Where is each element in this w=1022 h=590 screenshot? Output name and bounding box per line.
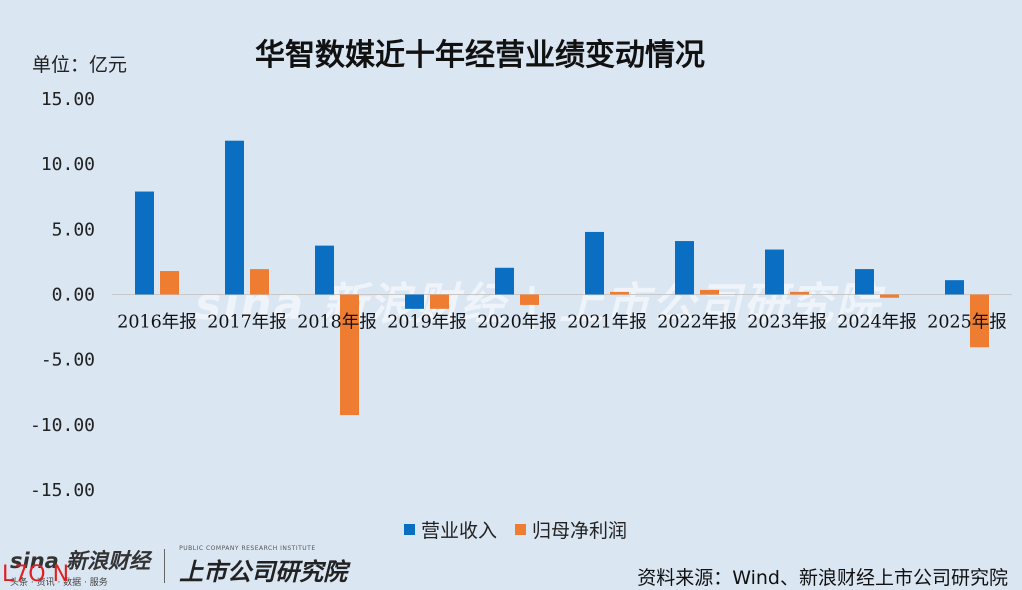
x-tick-label: 2025年报: [927, 313, 1007, 333]
bar-net-profit: [250, 269, 269, 295]
bar-net-profit: [340, 294, 359, 416]
bar-revenue: [225, 140, 244, 295]
legend-swatch-revenue: [404, 524, 415, 535]
brand-logos: sina 新浪财经 头条 · 资讯 · 数据 · 服务 PUBLIC COMPA…: [10, 545, 347, 588]
bar-revenue: [585, 231, 604, 295]
source-note: 资料来源：Wind、新浪财经上市公司研究院: [637, 567, 1008, 589]
bar-net-profit: [430, 294, 449, 309]
bar-revenue: [315, 245, 334, 295]
chart-title: 华智数媒近十年经营业绩变动情况: [255, 38, 705, 73]
bar-net-profit: [700, 289, 719, 295]
sina-logo: sina 新浪财经 头条 · 资讯 · 数据 · 服务: [10, 545, 150, 588]
bar-net-profit: [520, 294, 539, 305]
bar-revenue: [135, 191, 154, 295]
x-tick-label: 2018年报: [297, 313, 377, 333]
y-tick-label: -15.00: [30, 480, 95, 501]
x-tick-label: 2017年报: [207, 313, 287, 333]
bar-net-profit: [790, 291, 809, 295]
legend-item-revenue: 营业收入: [404, 516, 497, 543]
y-tick-label: 0.00: [52, 285, 95, 306]
bar-revenue: [945, 280, 964, 295]
corner-mark: L7O N: [2, 562, 70, 587]
institute-logo: PUBLIC COMPANY RESEARCH INSTITUTE 上市公司研究…: [179, 545, 347, 587]
sina-logo-text: sina 新浪财经: [10, 548, 151, 573]
logo-divider: [164, 549, 166, 583]
y-tick-label: -10.00: [30, 415, 95, 436]
bar-net-profit: [970, 294, 989, 348]
x-tick-label: 2019年报: [387, 313, 467, 333]
x-tick-label: 2016年报: [117, 313, 197, 333]
y-tick-label: -5.00: [41, 350, 95, 371]
x-tick-label: 2024年报: [837, 313, 917, 333]
bar-net-profit: [610, 291, 629, 295]
legend-item-net-profit: 归母净利润: [515, 516, 627, 543]
bar-revenue: [405, 294, 424, 309]
bar-revenue: [495, 267, 514, 295]
y-tick-label: 5.00: [52, 219, 95, 240]
x-tick-label: 2022年报: [657, 313, 737, 333]
legend-swatch-net-profit: [515, 524, 527, 535]
institute-logo-subtext: PUBLIC COMPANY RESEARCH INSTITUTE: [179, 545, 316, 552]
bar-net-profit: [880, 294, 899, 298]
unit-label: 单位：亿元: [32, 54, 128, 76]
x-tick-label: 2020年报: [477, 313, 557, 333]
x-tick-label: 2023年报: [747, 313, 827, 333]
sina-logo-subtext: 头条 · 资讯 · 数据 · 服务: [10, 577, 108, 588]
bar-revenue: [765, 249, 784, 295]
bar-net-profit: [160, 271, 179, 295]
institute-logo-text: 上市公司研究院: [179, 558, 348, 586]
y-tick-label: 15.00: [41, 89, 95, 110]
y-tick-label: 10.00: [41, 154, 95, 175]
bar-revenue: [855, 269, 874, 295]
legend: 营业收入 归母净利润: [404, 516, 637, 543]
x-tick-label: 2021年报: [567, 313, 647, 333]
legend-label-revenue: 营业收入: [421, 520, 498, 542]
legend-label-net-profit: 归母净利润: [532, 520, 628, 542]
bar-revenue: [675, 241, 694, 295]
